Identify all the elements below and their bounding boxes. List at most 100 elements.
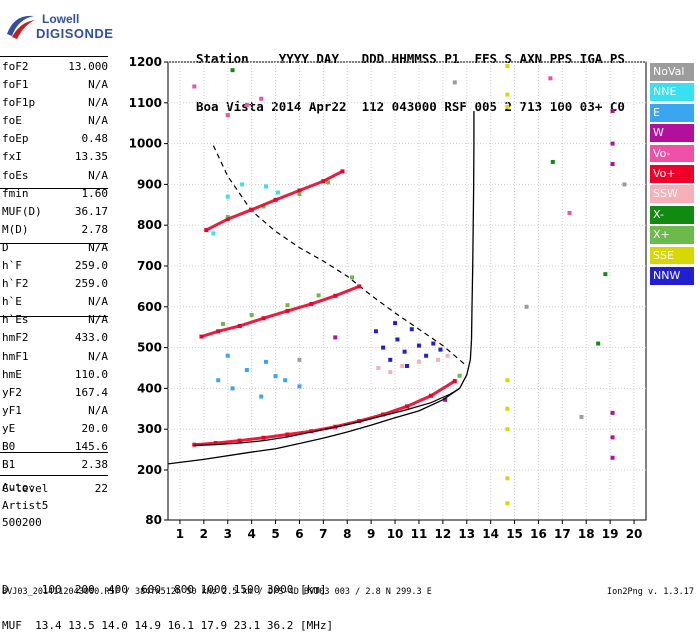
series-sse-point: [505, 427, 510, 432]
series-xminus-point: [596, 341, 601, 346]
legend-item-vo-plus: Vo+: [650, 164, 694, 183]
series-xminus-point: [603, 272, 608, 277]
param-row: hmF1 N/A: [2, 348, 110, 366]
series-e-point: [230, 386, 235, 391]
param-value: N/A: [88, 168, 108, 182]
param-value: 2.38: [81, 458, 109, 472]
param-row: foEs N/A: [2, 167, 110, 185]
param-label: h`E: [2, 295, 22, 309]
param-row: foE N/A: [2, 112, 110, 130]
x-tick-label: 3: [224, 527, 232, 541]
param-label: yF2: [2, 385, 22, 399]
param-label: hmF2: [2, 331, 29, 345]
param-value: 433.0: [74, 331, 108, 345]
series-noval-point: [579, 414, 584, 419]
series-noval-point: [524, 304, 529, 309]
series-vominus-point: [192, 84, 197, 89]
series-e-point: [263, 359, 268, 364]
logo-line2: DIGISONDE: [36, 26, 114, 41]
series-w-point: [610, 455, 615, 460]
param-value: N/A: [88, 114, 108, 128]
y-tick-label: 200: [137, 463, 162, 477]
param-row: hmE 110.0: [2, 366, 110, 384]
series-xminus-point: [230, 68, 235, 73]
series-noval-point: [622, 182, 627, 187]
muf-table: D 100 200 400 600 800 1000 1500 3000 [km…: [2, 560, 333, 644]
series-vominus-point: [548, 76, 553, 81]
series-vominus-point: [259, 96, 264, 101]
series-nne-point: [211, 231, 216, 236]
series-nne-point: [263, 184, 268, 189]
separator: [0, 243, 108, 244]
x-tick-label: 5: [271, 527, 279, 541]
y-tick-label: 1200: [129, 55, 162, 69]
electron-density-profile: [167, 110, 475, 465]
x-tick-label: 17: [554, 527, 571, 541]
series-e-point: [259, 394, 264, 399]
series-ssw-point: [436, 357, 441, 362]
separator: [0, 188, 108, 189]
y-tick-label: 1100: [129, 96, 162, 110]
y-tick-label: 700: [137, 259, 162, 273]
series-ssw-point: [445, 353, 450, 358]
legend-item-noval: NoVal: [650, 63, 694, 81]
muf-distance-row: D 100 200 400 600 800 1000 1500 3000 [km…: [2, 583, 327, 596]
series-nne-point: [240, 182, 245, 187]
series-xplus-point: [225, 215, 230, 220]
separator: [0, 56, 108, 57]
param-row: yF2 167.4: [2, 384, 110, 402]
echo-trace: [192, 379, 457, 447]
legend-item-w: W: [650, 124, 694, 143]
param-value: 145.6: [74, 439, 108, 453]
series-nnw-point: [402, 349, 407, 354]
param-label: yE: [2, 421, 16, 435]
series-noval-point: [297, 357, 302, 362]
series-xplus-point: [457, 373, 462, 378]
series-sse-point: [505, 501, 510, 506]
series-sse-point: [505, 104, 510, 109]
series-nnw-point: [438, 347, 443, 352]
x-tick-label: 2: [200, 527, 208, 541]
x-tick-label: 11: [411, 527, 428, 541]
separator: [0, 452, 108, 453]
series-nnw-point: [373, 329, 378, 334]
param-label: foF1: [2, 78, 29, 92]
param-value: N/A: [88, 96, 108, 110]
param-row: foF1 N/A: [2, 76, 110, 94]
logo-swoosh-icon: [7, 15, 35, 39]
series-xplus-point: [220, 321, 225, 326]
param-label: h`F2: [2, 277, 29, 291]
series-w-point: [333, 335, 338, 340]
x-tick-label: 20: [626, 527, 643, 541]
series-w-point: [610, 435, 615, 440]
virtual-height-trace: [194, 387, 460, 447]
legend-item-nnw: NNW: [650, 266, 694, 285]
param-row: foF1p N/A: [2, 94, 110, 112]
param-value: N/A: [88, 295, 108, 309]
series-vominus-point: [244, 102, 249, 107]
series-w-point: [610, 162, 615, 166]
param-row: foF2 13.000: [2, 58, 110, 76]
series-sse-point: [505, 64, 510, 69]
param-value: 22: [94, 482, 108, 496]
series-e-point: [244, 368, 249, 373]
param-label: fxI: [2, 150, 22, 164]
x-tick-label: 6: [295, 527, 303, 541]
series-sse-point: [505, 406, 510, 411]
x-tick-label: 8: [343, 527, 351, 541]
x-tick-label: 10: [387, 527, 404, 541]
param-row: fxI 13.35: [2, 148, 110, 166]
legend-item-nne: NNE: [650, 83, 694, 102]
param-label: foEp: [2, 132, 29, 146]
autoscale-code: 500200: [2, 516, 42, 529]
legend-item-e: E: [650, 103, 694, 122]
series-w-point: [610, 410, 615, 415]
param-label: MUF(D): [2, 204, 42, 218]
x-tick-label: 13: [458, 527, 475, 541]
logo-line1: Lowell: [42, 12, 80, 26]
echo-trace: [204, 169, 344, 232]
autoscale-artist: Artist5: [2, 499, 49, 512]
series-ssw-point: [416, 359, 421, 364]
series-xplus-point: [261, 204, 266, 209]
param-value: N/A: [88, 349, 108, 363]
